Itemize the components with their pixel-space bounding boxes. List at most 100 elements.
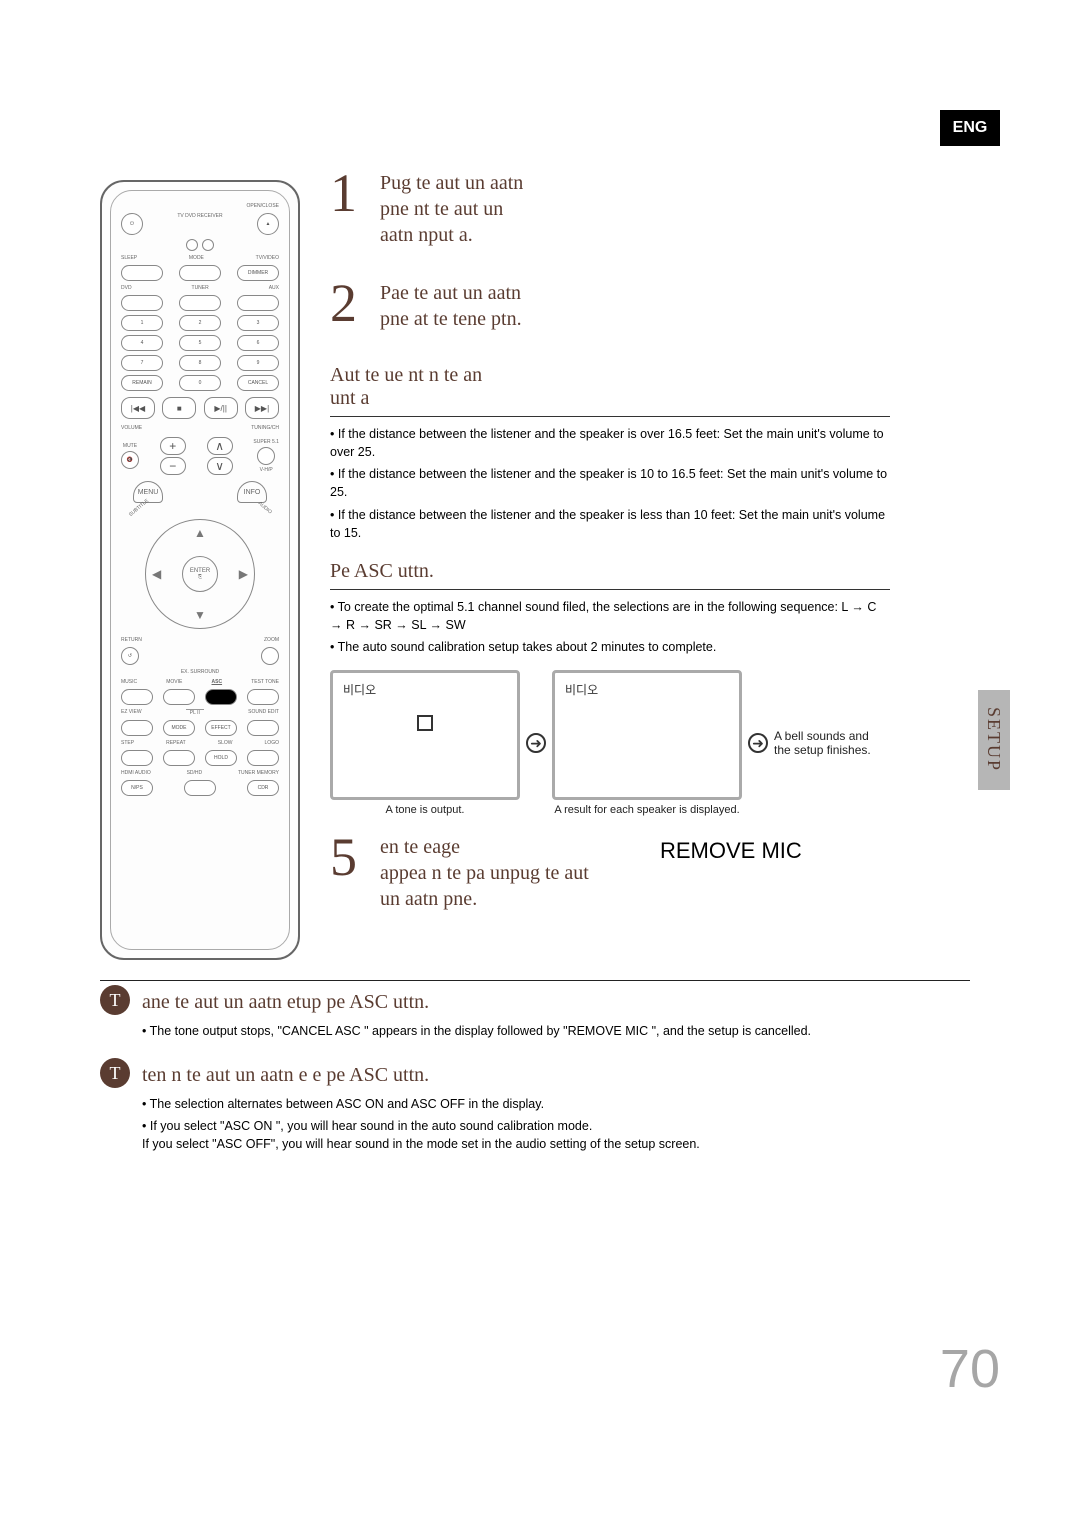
btn-testtone [247,689,279,705]
step3-bullet-1: If the distance between the listener and… [330,425,890,461]
step5-text: en te eage appea n te pa unpug te aut un… [380,834,890,912]
instructions-column: 1 Pug te aut un aatn pne nt te aut un aa… [330,170,890,944]
label-logo: LOGO [265,740,279,746]
btn-hold: HOLD [205,750,237,766]
mode-dot-dvd [202,239,214,251]
label-hdmi: HDMI AUDIO [121,770,151,776]
language-badge: ENG [940,110,1000,146]
lower-block-1: T ane te aut un aatn etup pe ASC uttn. T… [100,991,970,1040]
label-sleep: SLEEP [121,255,137,261]
screen1-caption: A tone is output. [330,804,520,816]
btn-dimmer: DIMMER [237,265,279,281]
btn-sleep [121,265,163,281]
step-3: Aut te ue nt n te an unt a If the distan… [330,364,890,542]
step3-heading: Aut te ue nt n te an unt a [330,364,890,410]
step1-number: 1 [330,166,357,220]
divider [330,416,890,417]
btn-tuner [179,295,221,311]
btn-playpause: ▶/|| [204,397,238,419]
label-vhp: V-H/P [260,467,273,473]
step-4: Pe ASC uttn. To create the optimal 5.1 c… [330,560,890,816]
step4-heading: Pe ASC uttn. [330,560,890,583]
remove-mic-label: REMOVE MIC [660,838,802,864]
btn-movie [163,689,195,705]
btn-repeat [163,750,195,766]
page-number: 70 [940,1338,1000,1400]
btn-step [121,750,153,766]
lower1-heading: ane te aut un aatn etup pe ASC uttn. [142,991,970,1014]
step-5: 5 en te eage appea n te pa unpug te aut … [330,834,890,912]
btn-aux [237,295,279,311]
step2-number: 2 [330,276,357,330]
bell-note: ➜ A bell sounds and the setup finishes. [748,729,888,757]
label-tuning: TUNING/CH [251,425,279,431]
btn-sdhd [184,780,216,796]
arrow-right-icon: ➜ [526,733,546,753]
arrow-right-icon: ▶ [239,567,248,581]
screens-row: 비디오 A tone is output. ➜ 비디오 A result for… [330,670,890,816]
num-9: 9 [237,355,279,371]
manual-page: ENG SETUP OPEN/CLOSE ⏻ TV DVD RECEIVER ▲… [80,110,1000,1410]
step4-bullet-2: The auto sound calibration setup takes a… [330,638,890,656]
step3-bullet-3: If the distance between the listener and… [330,506,890,542]
arrow-down-icon: ▼ [194,608,206,622]
num-1: 1 [121,315,163,331]
btn-mute: 🔇 [121,451,139,469]
lower1-bullet-1: The tone output stops, "CANCEL ASC " app… [142,1022,970,1040]
circle-t-icon: T [100,985,130,1015]
circle-t-icon: T [100,1058,130,1088]
screen-2: 비디오 [552,670,742,800]
divider [100,980,970,981]
btn-soundedit [247,720,279,736]
num-5: 5 [179,335,221,351]
btn-info: INFO [237,481,267,503]
bell-note-text: A bell sounds and the setup finishes. [774,729,888,757]
label-sdhd: SD/HD [187,770,203,776]
lower2-bullet-1: The selection alternates between ASC ON … [142,1095,970,1113]
arrow-up-icon: ▲ [194,526,206,540]
label-step: STEP [121,740,134,746]
btn-ezview [121,720,153,736]
label-zoom: ZOOM [264,637,279,643]
btn-nsps: N/PS [121,780,153,796]
btn-super51 [257,447,275,465]
eject-icon: ▲ [257,213,279,235]
remote-illustration: OPEN/CLOSE ⏻ TV DVD RECEIVER ▲ SLEEPMODE… [100,180,300,960]
lower2-heading: ten n te aut un aatn e e pe ASC uttn. [142,1064,970,1087]
label-tv-dvd: TV DVD RECEIVER [143,213,257,235]
label-tvvideo: TV/VIDEO [256,255,279,261]
label-aux: AUX [269,285,279,291]
label-ezview: EZ VIEW [121,709,142,716]
btn-cdr: CDR [247,780,279,796]
btn-enter: ENTER⎘ [182,556,218,592]
label-super51: SUPER 5.1 [253,439,279,445]
arrow-left-icon: ◀ [152,567,161,581]
screen2-label: 비디오 [565,681,598,698]
btn-logo [247,750,279,766]
label-music: MUSIC [121,679,137,685]
btn-prev: |◀◀ [121,397,155,419]
num-2: 2 [179,315,221,331]
mode-dot-tv [186,239,198,251]
step1-text: Pug te aut un aatn pne nt te aut un aatn… [380,170,890,248]
section-tab-setup: SETUP [978,690,1010,790]
lower-block-2: T ten n te aut un aatn e e pe ASC uttn. … [100,1064,970,1153]
num-3: 3 [237,315,279,331]
lower2-bullet-2: If you select "ASC ON ", you will hear s… [142,1117,970,1153]
num-7: 7 [121,355,163,371]
label-repeat: REPEAT [166,740,186,746]
arrow-right-icon: ➜ [748,733,768,753]
label-return: RETURN [121,637,142,643]
lower-section: T ane te aut un aatn etup pe ASC uttn. T… [100,980,970,1178]
label-dvd: DVD [121,285,132,291]
step-1: 1 Pug te aut un aatn pne nt te aut un aa… [330,170,890,248]
divider [330,589,890,590]
step2-text: Pae te aut un aatn pne at te tene ptn. [380,280,890,332]
btn-next: ▶▶| [245,397,279,419]
step-2: 2 Pae te aut un aatn pne at te tene ptn. [330,280,890,332]
btn-asc [205,689,237,705]
btn-mode [179,265,221,281]
btn-ch-dn: ∨ [207,457,233,475]
step5-number: 5 [330,830,357,884]
screen1-label: 비디오 [343,681,376,698]
